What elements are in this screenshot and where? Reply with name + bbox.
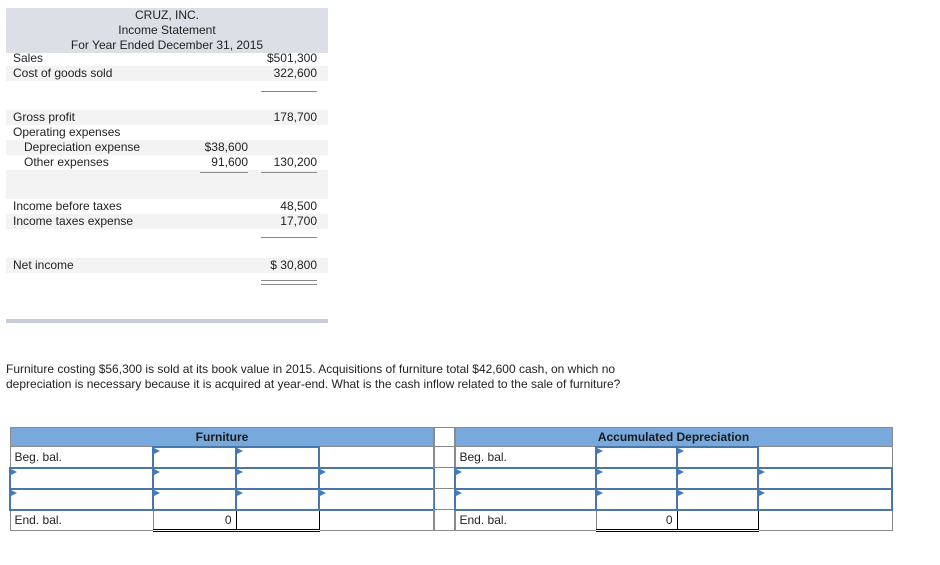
underline [261,91,317,92]
furniture-row1-debit-input[interactable] [152,466,237,490]
tax-label: Income taxes expense [13,214,134,228]
accum-dep-row-2 [454,487,893,511]
separator-bar [6,319,328,323]
tax-value: 17,700 [280,214,317,228]
accum-dep-row-beg: Beg. bal. [454,445,893,469]
accum-dep-end-label: End. bal. [454,509,597,531]
furniture-beg-label: Beg. bal. [9,446,154,468]
furniture-row-1 [9,466,435,490]
spacer-column [433,427,455,531]
sales-label: Sales [13,51,44,65]
furniture-end-debit-value: 0 [152,508,237,532]
furniture-row2-right-label-input[interactable] [318,487,435,511]
furniture-row1-label-input[interactable] [9,466,154,490]
sales-value: $501,300 [266,51,317,65]
accum-dep-row-end: End. bal. 0 [454,508,893,532]
row-sales: Sales $501,300 [6,51,328,66]
accum-dep-row1-label-input[interactable] [454,466,597,490]
accum-dep-row1-right-label-input[interactable] [757,466,893,490]
accum-dep-row1-credit-input[interactable] [676,466,759,490]
furniture-end-label: End. bal. [9,509,154,531]
underline [261,237,317,238]
row-net-income: Net income $ 30,800 [6,258,328,273]
double-underline [261,284,317,285]
row-gross-profit: Gross profit 178,700 [6,110,328,125]
accum-dep-row-1 [454,466,893,490]
gross-profit-label: Gross profit [13,110,76,124]
row-income-taxes: Income taxes expense 17,700 [6,214,328,229]
row-income-before-taxes: Income before taxes 48,500 [6,199,328,214]
row-cogs: Cost of goods sold 322,600 [6,66,328,81]
accum-dep-row2-right-label-input[interactable] [757,487,893,511]
cogs-label: Cost of goods sold [13,66,113,80]
income-statement: CRUZ, INC. Income Statement For Year End… [6,8,328,302]
spacer-cell [433,427,455,447]
gross-profit-value: 178,700 [273,110,317,124]
opex-total-value: 130,200 [273,155,317,169]
depreciation-label: Depreciation expense [24,140,141,154]
accum-dep-end-credit-value [676,508,759,532]
accum-dep-row2-label-input[interactable] [454,487,597,511]
furniture-header-row: Furniture [9,427,435,447]
furniture-row-2 [9,487,435,511]
furniture-title: Furniture [9,427,435,447]
net-income-value: $ 30,800 [270,258,317,272]
spacer-cell [433,467,455,489]
accum-dep-row1-debit-input[interactable] [595,466,678,490]
other-expenses-label: Other expenses [24,155,109,169]
cogs-value: 322,600 [273,66,317,80]
ibt-value: 48,500 [280,199,317,213]
furniture-row2-credit-input[interactable] [235,487,320,511]
accum-dep-row2-credit-input[interactable] [676,487,759,511]
accum-dep-end-blank [757,509,893,531]
furniture-row2-debit-input[interactable] [152,487,237,511]
depreciation-value: $38,600 [204,140,248,154]
furniture-beg-blank [318,446,435,468]
row-depreciation: Depreciation expense $38,600 [6,140,328,155]
spacer [6,273,328,302]
accum-dep-end-debit-value: 0 [595,508,678,532]
opex-label: Operating expenses [13,125,121,139]
furniture-t-account: Furniture Beg. bal. End. bal. 0 [9,427,435,532]
accum-dep-beg-credit-input[interactable] [676,445,759,469]
ibt-label: Income before taxes [13,199,122,213]
double-underline [261,280,317,281]
row-other-expenses: Other expenses 91,600 130,200 [6,155,328,170]
other-expenses-value: 91,600 [211,155,248,169]
row-opex: Operating expenses [6,125,328,140]
spacer-cell [433,488,455,510]
furniture-end-credit-value [235,508,320,532]
accum-dep-beg-debit-input[interactable] [595,445,678,469]
statement-period: For Year Ended December 31, 2015 [70,38,264,52]
furniture-row-beg: Beg. bal. [9,445,435,469]
furniture-row-end: End. bal. 0 [9,508,435,532]
furniture-row1-right-label-input[interactable] [318,466,435,490]
furniture-end-blank [318,509,435,531]
underline [200,172,248,173]
net-income-label: Net income [13,258,74,272]
spacer-cell [433,509,455,531]
spacer [6,229,328,258]
underline [261,172,317,173]
company-name: CRUZ, INC. [135,8,199,22]
question-text: Furniture costing $56,300 is sold at its… [6,362,621,391]
accumulated-depreciation-t-account: Accumulated Depreciation Beg. bal. End. … [454,427,893,532]
spacer [6,81,328,110]
furniture-beg-credit-input[interactable] [235,445,320,469]
accum-dep-title: Accumulated Depreciation [454,427,893,447]
furniture-beg-debit-input[interactable] [152,445,237,469]
furniture-row2-label-input[interactable] [9,487,154,511]
accum-dep-row2-debit-input[interactable] [595,487,678,511]
accum-dep-beg-label: Beg. bal. [454,446,597,468]
income-statement-header: CRUZ, INC. Income Statement For Year End… [6,8,328,53]
spacer-cell [433,446,455,468]
statement-title: Income Statement [118,23,216,37]
accum-dep-beg-blank [757,446,893,468]
furniture-row1-credit-input[interactable] [235,466,320,490]
spacer [6,170,328,199]
accum-dep-header-row: Accumulated Depreciation [454,427,893,447]
